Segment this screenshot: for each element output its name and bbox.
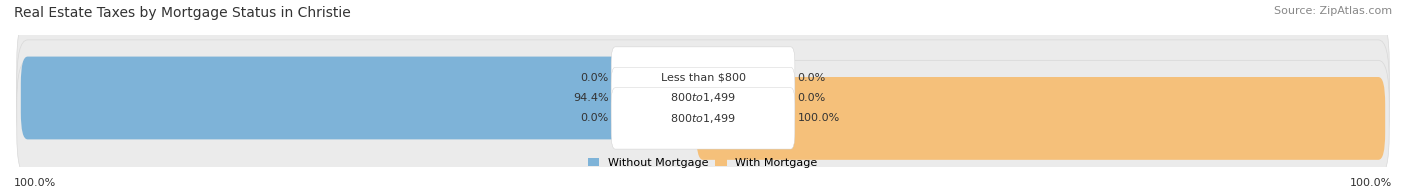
Text: 0.0%: 0.0% [797,93,825,103]
Text: 0.0%: 0.0% [797,73,825,83]
FancyBboxPatch shape [696,77,1385,160]
FancyBboxPatch shape [17,60,1389,176]
FancyBboxPatch shape [612,47,794,108]
Text: Real Estate Taxes by Mortgage Status in Christie: Real Estate Taxes by Mortgage Status in … [14,6,352,20]
FancyBboxPatch shape [612,67,794,129]
Text: Less than $800: Less than $800 [661,73,745,83]
FancyBboxPatch shape [21,57,672,139]
Text: 100.0%: 100.0% [1350,178,1392,188]
FancyBboxPatch shape [17,40,1389,156]
FancyBboxPatch shape [17,19,1389,136]
Text: $800 to $1,499: $800 to $1,499 [671,112,735,125]
Text: 0.0%: 0.0% [581,73,609,83]
Text: 100.0%: 100.0% [797,113,839,123]
FancyBboxPatch shape [612,88,794,149]
Text: 94.4%: 94.4% [572,93,609,103]
Text: $800 to $1,499: $800 to $1,499 [671,92,735,104]
Text: 0.0%: 0.0% [581,113,609,123]
Legend: Without Mortgage, With Mortgage: Without Mortgage, With Mortgage [588,158,818,168]
Text: Source: ZipAtlas.com: Source: ZipAtlas.com [1274,6,1392,16]
Text: 100.0%: 100.0% [14,178,56,188]
